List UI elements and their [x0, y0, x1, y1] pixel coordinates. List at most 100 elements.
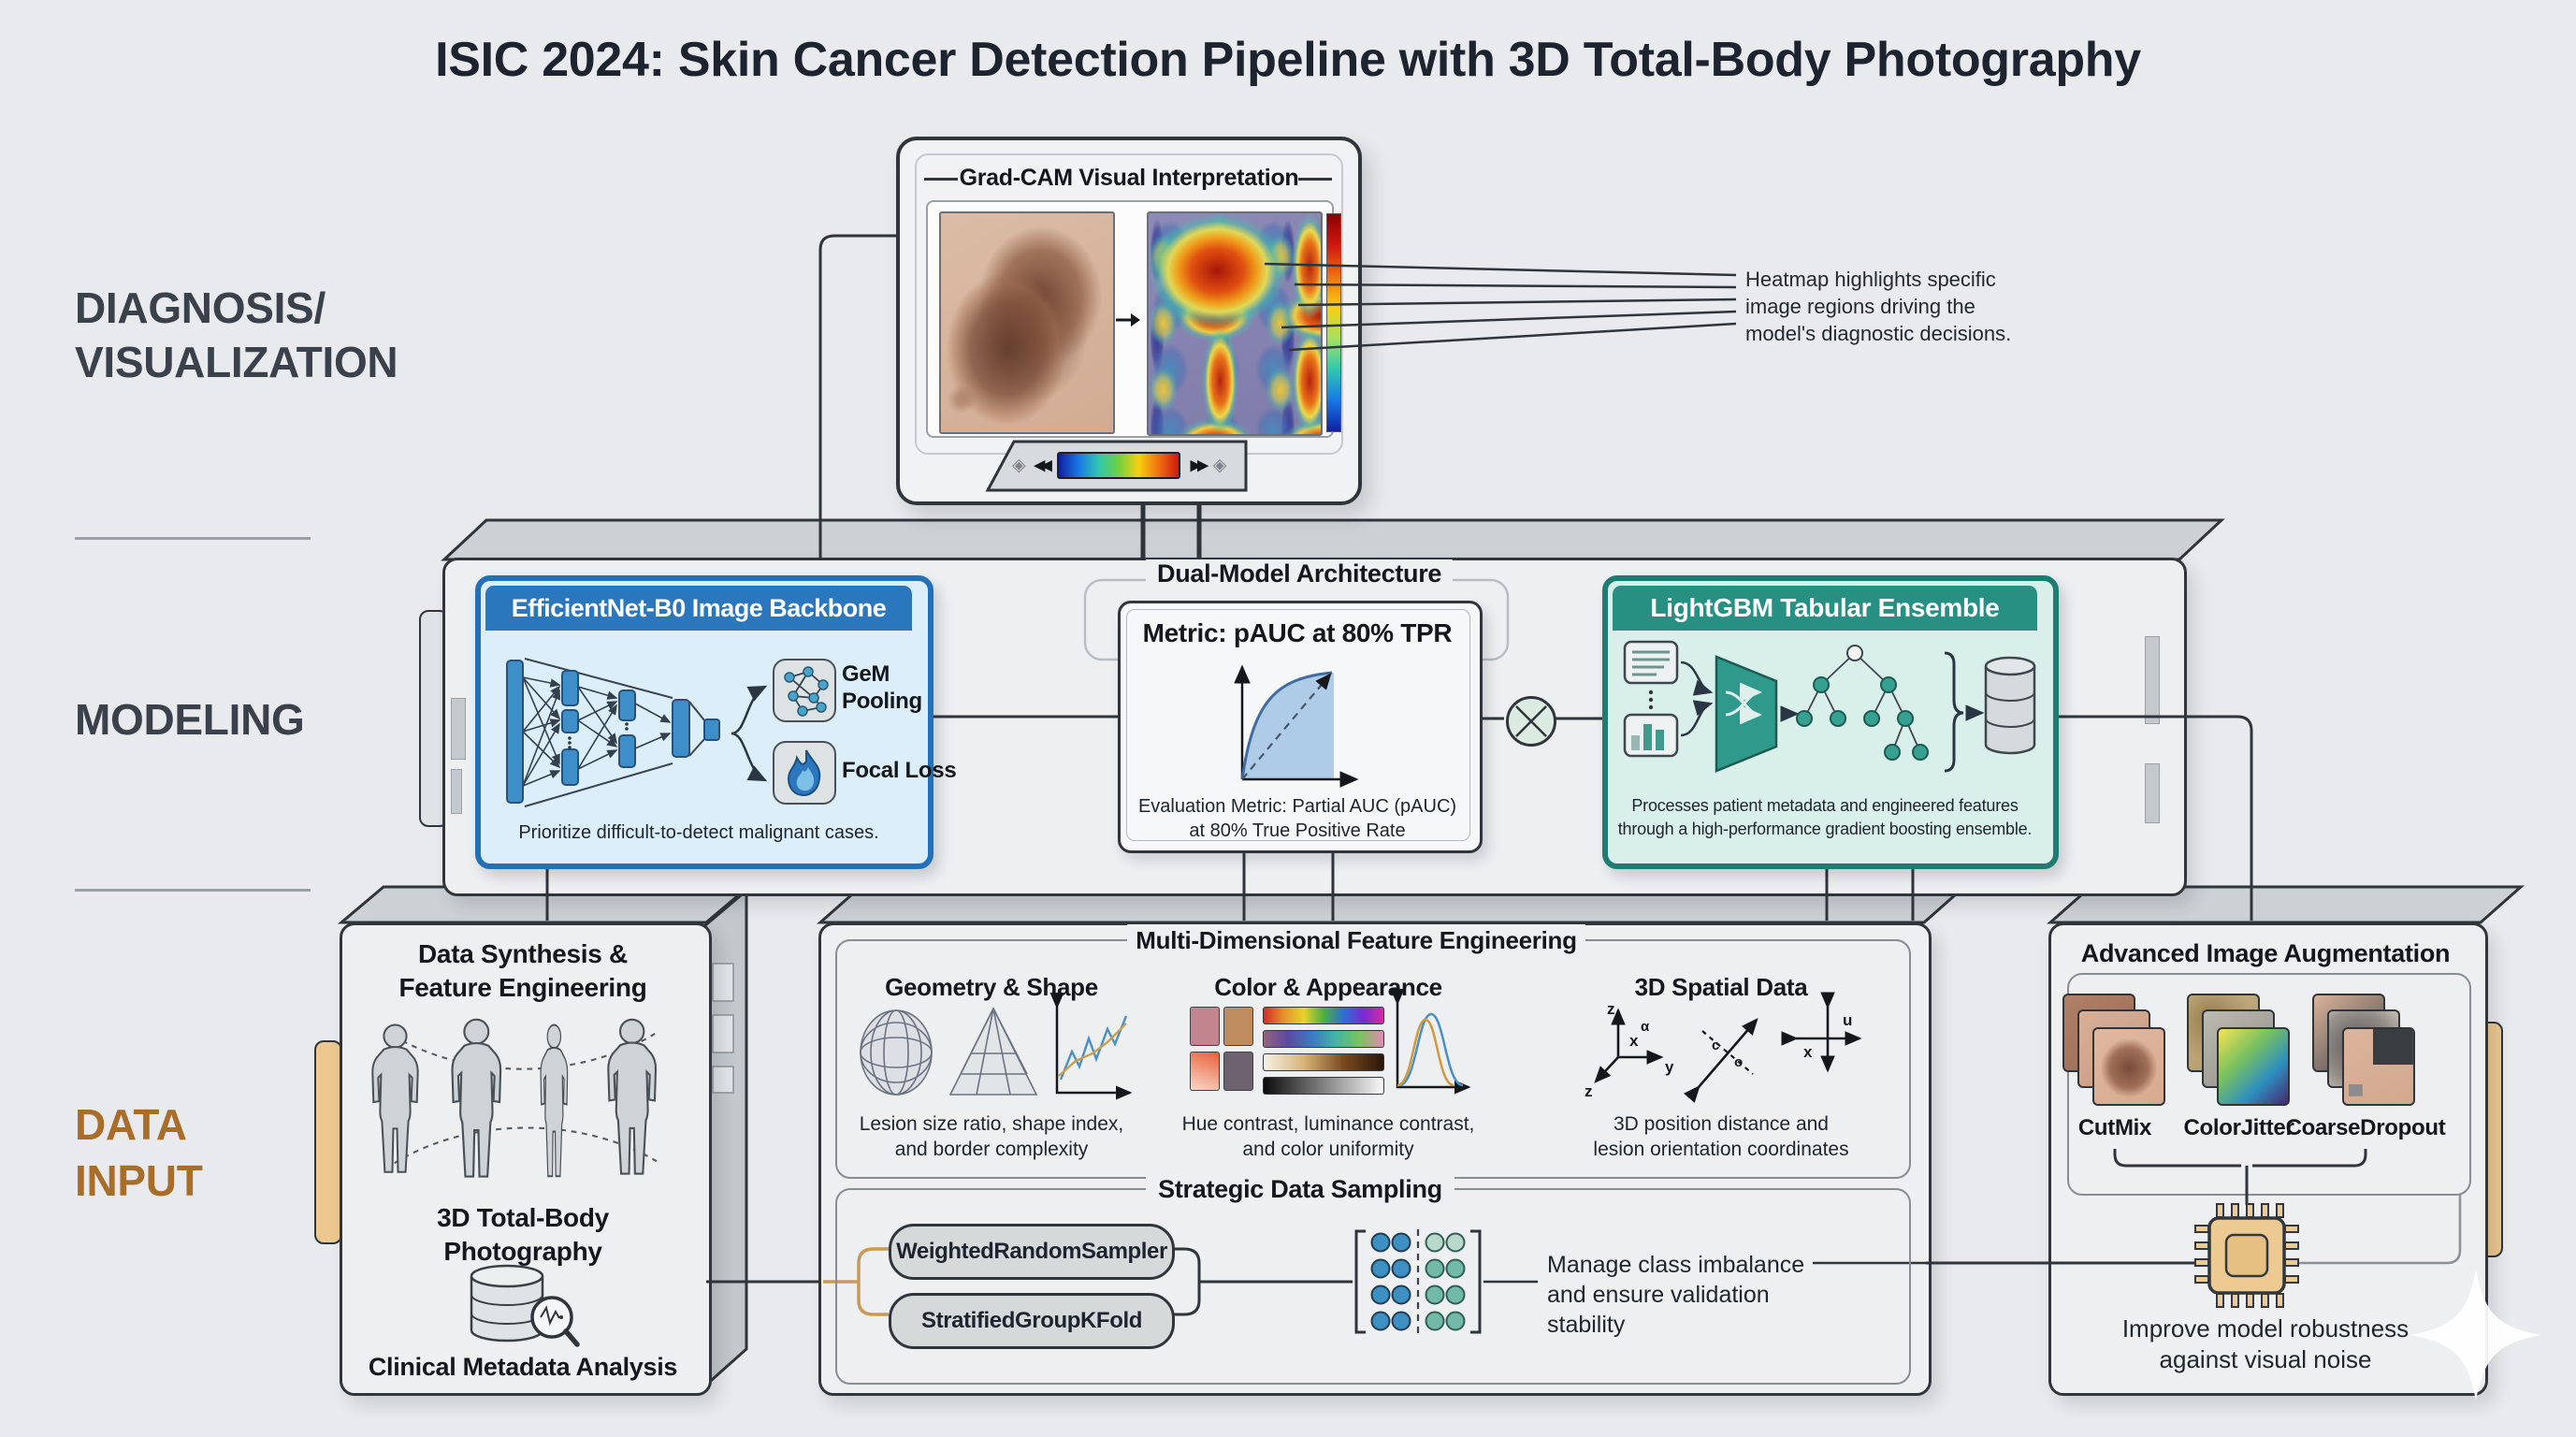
orientation-cross-icon: u x	[1781, 992, 1862, 1073]
gradcam-title: Grad-CAM Visual Interpretation	[959, 165, 1299, 191]
gbm-flow-diagram	[1623, 640, 2036, 773]
svg-text:y: y	[1665, 1058, 1674, 1076]
efficientnet-caption: Prioritize difficult-to-detect malignant…	[518, 822, 879, 843]
forward-button[interactable]: ▶▶	[1190, 457, 1208, 473]
augmentation-title: Advanced Image Augmentation	[2080, 939, 2451, 967]
swatch-pink	[1190, 1007, 1220, 1046]
database-icon	[1984, 656, 2036, 755]
svg-text:z: z	[1607, 1000, 1615, 1018]
hue-bar-cool	[1263, 1030, 1384, 1048]
svg-text:α: α	[1641, 1019, 1650, 1035]
merge-brace	[2113, 1149, 2367, 1205]
split-arrows	[731, 685, 768, 782]
wireframe-lesion-icon	[860, 1009, 933, 1096]
geometry-icons	[860, 993, 1133, 1100]
stratified-group-kfold-pill: StratifiedGroupKFold	[889, 1293, 1175, 1349]
page-title: ISIC 2024: Skin Cancer Detection Pipelin…	[435, 33, 2141, 87]
metadata-database-icon	[470, 1264, 580, 1347]
cnn-diagram	[506, 658, 720, 807]
coarsedropout-stack	[2312, 994, 2417, 1108]
gem-pooling-label: GeM Pooling	[842, 661, 922, 714]
lightgbm-caption: Processes patient metadata and engineere…	[1617, 796, 2033, 838]
gradcam-monitor: Grad-CAM Visual Interpretation ◈ ◀◀ ▶▶ ◈	[896, 137, 1362, 505]
flame-icon	[787, 749, 821, 797]
metadata-label: Clinical Metadata Analysis	[368, 1353, 678, 1381]
gem-pooling-tile	[773, 659, 836, 722]
rewind-button[interactable]: ◀◀	[1034, 457, 1052, 473]
trend-chart-icon	[1049, 993, 1133, 1100]
spatial-icons: z y z x α c o u x	[1585, 992, 1862, 1103]
svg-text:z: z	[1585, 1082, 1593, 1100]
stage-divider	[75, 889, 311, 892]
svg-text:c: c	[1712, 1038, 1719, 1053]
gem-network-icon	[784, 666, 829, 717]
arrow-icon	[1116, 313, 1140, 327]
sampling-title: Strategic Data Sampling	[1146, 1173, 1454, 1205]
heatmap-colorbar	[1326, 213, 1341, 432]
svg-text:x: x	[1629, 1032, 1639, 1050]
gradcam-heatmap	[1147, 211, 1323, 436]
heatmap-annotation: Heatmap highlights specific image region…	[1745, 268, 2012, 345]
photo-label: 3D Total-Body Photography	[437, 1203, 609, 1266]
efficientnet-header: EfficientNet-B0 Image Backbone	[485, 586, 912, 631]
stage-label-diagnosis: DIAGNOSIS/ VISUALIZATION	[75, 283, 398, 386]
svg-text:u: u	[1843, 1011, 1852, 1029]
stage-label-data-input: DATA INPUT	[75, 1100, 203, 1205]
otimes-x-icon	[1515, 705, 1547, 737]
dual-model-label: Dual-Model Architecture	[1146, 559, 1454, 588]
metric-inner-outline	[1126, 609, 1470, 841]
metric-box: Metric: pAUC at 80% TPR Evaluation Metri…	[1118, 601, 1483, 853]
lightgbm-header: LightGBM Tabular Ensemble	[1613, 586, 2037, 631]
colorjitter-label: ColorJitter	[2183, 1115, 2294, 1140]
svg-text:x: x	[1803, 1043, 1813, 1061]
slab-left-slot	[451, 698, 466, 760]
marker-diamond-icon: ◈	[1012, 455, 1026, 475]
spatial-caption: 3D position distance and lesion orientat…	[1593, 1113, 1849, 1160]
stage-divider	[75, 537, 311, 540]
slab-right-slot	[2145, 636, 2160, 724]
coarsedropout-label: CoarseDropout	[2285, 1115, 2446, 1140]
spatial-header: 3D Spatial Data	[1634, 973, 1808, 1001]
sampling-caption: Manage class imbalance and ensure valida…	[1547, 1252, 1805, 1338]
cutmix-stack	[2062, 994, 2167, 1108]
metric-header: Metric: pAUC at 80% TPR	[1142, 618, 1453, 647]
synthesis-title: Data Synthesis & Feature Engineering	[398, 939, 647, 1002]
combine-otimes-node	[1506, 696, 1556, 747]
svg-text:o: o	[1734, 1054, 1743, 1070]
swatch-purple	[1223, 1052, 1253, 1091]
image-card	[2342, 1027, 2415, 1106]
hue-bar-rainbow	[1263, 1007, 1384, 1024]
metric-caption: Evaluation Metric: Partial AUC (pAUC) at…	[1137, 796, 1457, 841]
swatch-tan	[1223, 1007, 1253, 1046]
efficientnet-box: EfficientNet-B0 Image Backbone	[475, 575, 957, 869]
roc-curve-chart	[1234, 664, 1359, 788]
control-bar: ◈ ◀◀ ▶▶ ◈	[1012, 443, 1244, 486]
colormap-slider[interactable]	[1056, 451, 1180, 479]
swatch-red-gradient	[1190, 1052, 1220, 1091]
image-card	[2092, 1027, 2165, 1106]
geometry-caption: Lesion size ratio, shape index, and bord…	[859, 1113, 1124, 1160]
focal-loss-tile	[773, 741, 836, 805]
lightgbm-box: LightGBM Tabular Ensemble	[1602, 575, 2059, 869]
weighted-random-sampler-pill: WeightedRandomSampler	[889, 1224, 1175, 1280]
cutmix-label: CutMix	[2077, 1115, 2152, 1140]
distance-vector-icon: c o	[1683, 1018, 1758, 1103]
slab-left-slot	[451, 769, 462, 814]
luminance-bar-gray	[1263, 1077, 1384, 1095]
augmentation-caption: Improve model robustness against visual …	[2121, 1314, 2410, 1373]
chip-icon	[2194, 1203, 2299, 1308]
sparkle-logo	[2410, 1270, 2541, 1401]
gradcam-title-dash	[1298, 178, 1332, 181]
gradient-bars	[1263, 1007, 1384, 1095]
xyz-axes-icon	[1594, 1008, 1664, 1083]
stage-label-modeling: MODELING	[75, 695, 305, 744]
augmentation-panel	[2067, 973, 2471, 1196]
focal-loss-label: Focal Loss	[842, 758, 957, 783]
wireframe-pyramid-icon	[948, 1007, 1038, 1096]
color-caption: Hue contrast, luminance contrast, and co…	[1181, 1113, 1475, 1160]
marker-diamond-icon: ◈	[1212, 455, 1227, 475]
features-title: Multi-Dimensional Feature Engineering	[1127, 924, 1585, 956]
slab-right-slot	[2145, 763, 2160, 823]
